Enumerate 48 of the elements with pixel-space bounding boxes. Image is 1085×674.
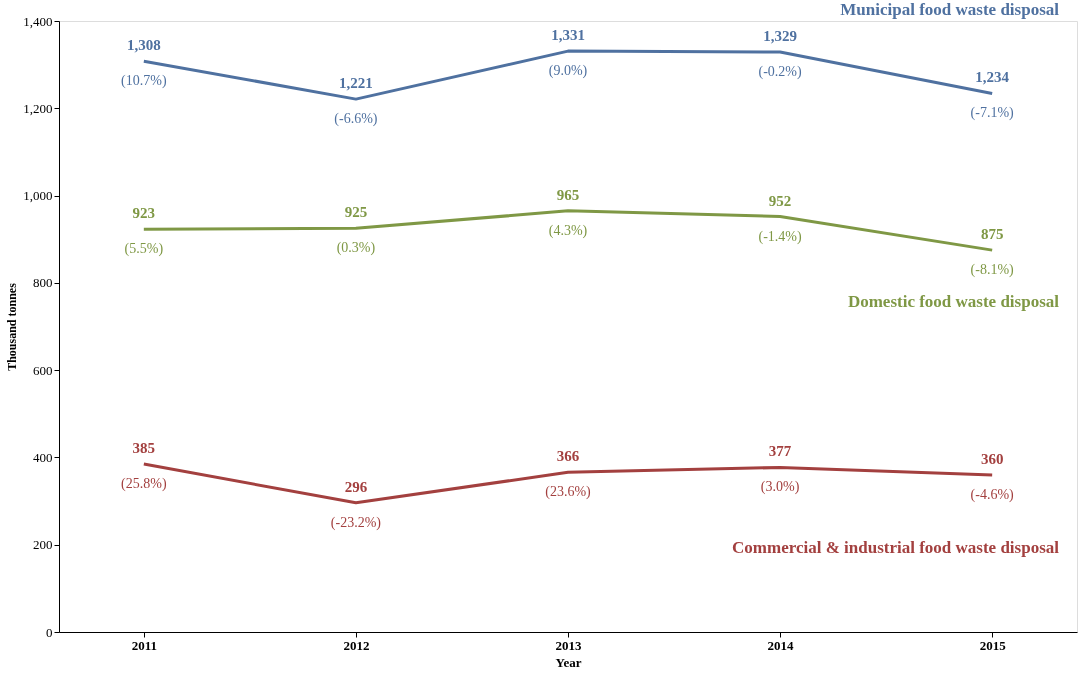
annotation: (0.3%) <box>336 240 376 257</box>
data-label: 1,234 <box>975 69 1010 86</box>
y-tick-label: 0 <box>46 624 53 640</box>
annotation: (23.6%) <box>545 484 592 501</box>
y-tick-label: 200 <box>33 537 53 553</box>
annotation: (-8.1%) <box>970 262 1015 279</box>
data-label: 377 <box>768 443 792 460</box>
annotation: (-0.2%) <box>758 63 802 80</box>
annotation: (25.8%) <box>121 475 167 492</box>
data-label: 965 <box>556 186 580 203</box>
data-label: 952 <box>768 192 792 209</box>
data-label: 366 <box>556 448 580 465</box>
data-label: 296 <box>344 478 368 495</box>
text: Commercial & industrial food waste disposal <box>732 537 1060 557</box>
data-label: 875 <box>980 226 1004 243</box>
data-label: 1,308 <box>126 37 161 54</box>
y-tick-label: 1,400 <box>23 13 53 29</box>
x-tick-label: 2014 <box>767 637 795 653</box>
x-axis-title: Year <box>555 654 582 670</box>
y-tick-label: 1,200 <box>23 100 53 116</box>
y-axis-title: Thousand tonnes <box>5 282 20 371</box>
data-label: 385 <box>132 439 156 456</box>
x-tick-label: 2012 <box>343 637 370 653</box>
data-label: 1,331 <box>551 27 585 44</box>
x-tick-label: 2013 <box>555 637 582 653</box>
data-label: 923 <box>132 205 156 222</box>
annotation: (-23.2%) <box>330 514 382 531</box>
text: Domestic food waste disposal <box>847 292 1060 312</box>
text: Municipal food waste disposal <box>840 0 1060 20</box>
y-tick-label: 800 <box>33 275 53 291</box>
y-tick-label: 1,000 <box>23 188 53 204</box>
data-label: 925 <box>344 204 368 221</box>
data-label: 1,329 <box>763 27 797 44</box>
annotation: (-6.6%) <box>334 111 378 128</box>
annotation: (-7.1%) <box>970 105 1015 122</box>
y-tick-label: 600 <box>33 362 53 378</box>
annotation: (-4.6%) <box>970 486 1015 503</box>
annotation: (3.0%) <box>760 479 800 496</box>
x-tick-label: 2011 <box>131 637 157 653</box>
annotation: (4.3%) <box>548 222 588 239</box>
data-label: 360 <box>980 450 1004 467</box>
y-tick-label: 400 <box>33 449 53 465</box>
annotation: (10.7%) <box>121 73 167 90</box>
annotation: (9.0%) <box>548 63 588 80</box>
x-tick-label: 2015 <box>979 637 1007 653</box>
annotation: (5.5%) <box>124 241 164 258</box>
annotation: (-1.4%) <box>758 228 802 245</box>
data-label: 1,221 <box>339 75 373 92</box>
